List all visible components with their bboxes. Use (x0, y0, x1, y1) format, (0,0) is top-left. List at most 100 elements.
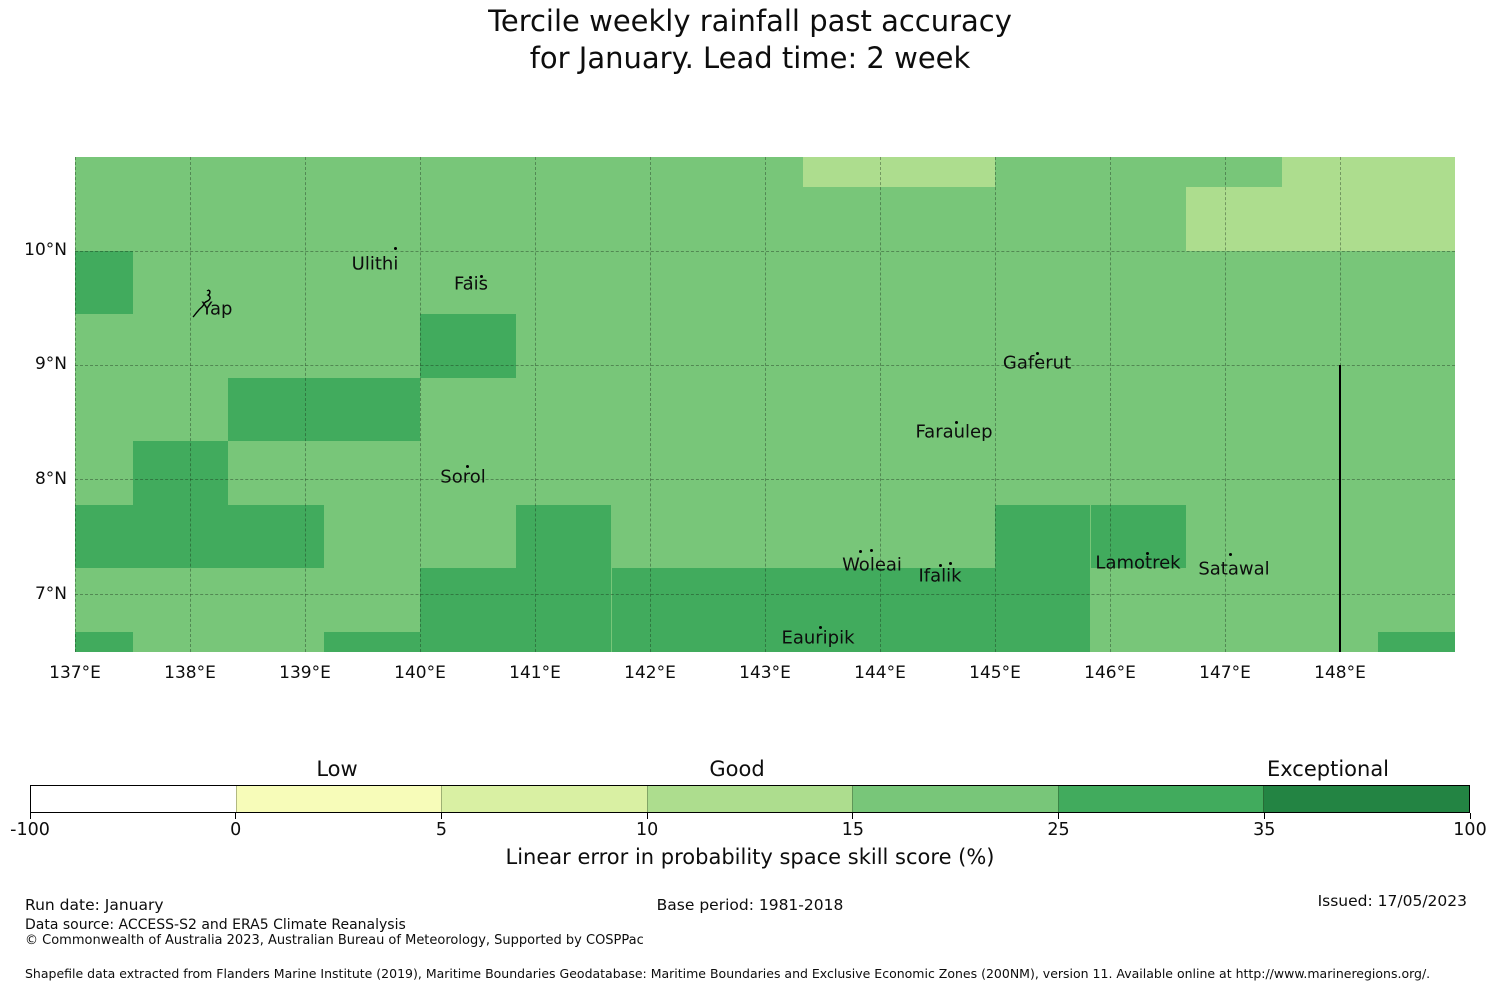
colorbar-category-exceptional: Exceptional (1266, 757, 1390, 781)
longitude-gridline (190, 157, 191, 652)
x-tick-label: 140°E (394, 663, 446, 683)
base-period-text: Base period: 1981-2018 (656, 896, 844, 914)
island-marker-dot (393, 246, 397, 250)
chart-title-line2: for January. Lead time: 2 week (529, 41, 971, 75)
colorbar-segment (1057, 786, 1264, 812)
colorbar-segment (235, 786, 442, 812)
map-cell (1282, 157, 1378, 187)
colorbar-tick-mark (852, 813, 854, 819)
y-tick-label: 7°N (34, 583, 67, 604)
x-tick-label: 148°E (1314, 663, 1366, 683)
colorbar-segment (1263, 786, 1470, 812)
map-cell (1282, 187, 1378, 251)
map-plot-area: Yap Ulithi Fais Gaferut Faraulep Sorol Woleai I… (75, 157, 1455, 652)
map-cell (1186, 187, 1283, 251)
x-tick-label: 137°E (49, 663, 101, 683)
colorbar-tick-mark (235, 813, 237, 819)
copyright-text: © Commonwealth of Australia 2023, Austra… (25, 933, 644, 948)
map-cell (1377, 187, 1455, 251)
map-cell (611, 568, 708, 632)
map-cell (75, 250, 133, 314)
colorbar-segment (646, 786, 853, 812)
map-cell (228, 377, 325, 441)
map-cell (1377, 157, 1455, 187)
colorbar-axis-label: Linear error in probability space skill … (505, 845, 995, 869)
map-cell (994, 631, 1091, 652)
latitude-gridline (75, 250, 1455, 252)
x-tick-label: 138°E (164, 663, 216, 683)
colorbar-tick-label: 10 (636, 820, 659, 840)
colorbar-tick-mark (1058, 813, 1060, 819)
island-label-yap: Yap (201, 298, 233, 320)
map-cell (75, 631, 133, 652)
colorbar-tick-mark (646, 813, 648, 819)
island-label-gaferut: Gaferut (1002, 352, 1072, 374)
island-label-ulithi: Ulithi (351, 253, 399, 275)
colorbar-segment (441, 786, 647, 812)
longitude-gridline (420, 157, 421, 652)
island-marker-dot (869, 548, 873, 552)
island-marker-dot (479, 274, 483, 278)
map-cell (515, 504, 612, 568)
longitude-gridline (650, 157, 651, 652)
x-tick-label: 147°E (1199, 663, 1251, 683)
chart-title: Tercile weekly rainfall past accuracy fo… (0, 3, 1500, 77)
x-tick-label: 145°E (969, 663, 1021, 683)
colorbar-tick-label: 25 (1047, 820, 1070, 840)
shapefile-attribution-text: Shapefile data extracted from Flanders M… (25, 966, 1431, 981)
island-label-sorol: Sorol (440, 466, 486, 488)
map-cell (1377, 631, 1455, 652)
colorbar (30, 785, 1470, 813)
latitude-gridline (75, 479, 1455, 481)
map-cell (324, 377, 420, 441)
map-cell (324, 631, 420, 652)
map-cell (515, 568, 612, 632)
island-marker-dot (1145, 551, 1149, 555)
island-marker-dot (1035, 351, 1039, 355)
longitude-gridline (995, 157, 996, 652)
map-cell (898, 568, 995, 632)
map-cell (803, 631, 899, 652)
map-cell (994, 504, 1091, 568)
map-cell (228, 504, 325, 568)
longitude-gridline (1225, 157, 1226, 652)
island-label-lamotrek: Lamotrek (1095, 552, 1181, 574)
island-marker-dot (858, 549, 862, 553)
map-cell (898, 631, 995, 652)
colorbar-category-low: Low (316, 757, 358, 781)
island-marker-dot (1228, 552, 1232, 556)
x-tick-label: 142°E (624, 663, 676, 683)
map-cell (419, 568, 516, 632)
x-tick-label: 141°E (509, 663, 561, 683)
map-cell (132, 441, 229, 505)
colorbar-category-good: Good (709, 757, 765, 781)
colorbar-segment (31, 786, 236, 812)
island-label-satawal: Satawal (1198, 558, 1270, 580)
longitude-gridline (880, 157, 881, 652)
map-cell (515, 631, 612, 652)
island-label-faraulep: Faraulep (915, 421, 993, 443)
island-label-ifalik: Ifalik (918, 565, 962, 587)
y-tick-label: 9°N (34, 354, 67, 375)
colorbar-tick-label: 15 (841, 820, 864, 840)
colorbar-tick-label: 35 (1253, 820, 1276, 840)
colorbar-tick-label: -100 (10, 820, 50, 840)
colorbar-segment (852, 786, 1058, 812)
island-marker-dot (468, 275, 472, 279)
eez-boundary-line (1339, 365, 1341, 652)
map-cell (132, 504, 229, 568)
run-date-text: Run date: January (25, 896, 164, 914)
longitude-gridline (75, 157, 76, 652)
colorbar-tick-mark (440, 813, 442, 819)
map-cell (611, 631, 708, 652)
map-cell (75, 504, 133, 568)
colorbar-tick-label: 0 (230, 820, 242, 840)
map-cell (707, 568, 804, 632)
data-source-text: Data source: ACCESS-S2 and ERA5 Climate … (25, 917, 406, 933)
map-cell (803, 568, 899, 632)
colorbar-tick-mark (1469, 813, 1471, 819)
island-label-fais: Fais (453, 273, 489, 295)
map-cell (898, 157, 995, 187)
island-marker-dot (948, 561, 952, 565)
colorbar-tick-label: 5 (435, 820, 447, 840)
